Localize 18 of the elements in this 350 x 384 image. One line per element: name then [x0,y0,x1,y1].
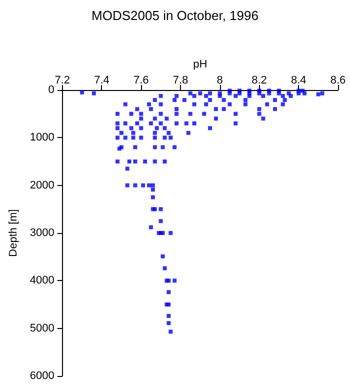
y-tick-label: 1000 [30,132,54,144]
x-tick-label: 8.4 [290,74,306,86]
y-tick-label: 5000 [30,322,54,334]
y-tick-label: 2000 [30,179,54,192]
x-tick-label: 7.8 [172,74,188,86]
x-tick-label: 8.2 [252,74,267,86]
chart-title: MODS2005 in October, 1996 [92,8,258,23]
y-tick-label: 4000 [30,274,54,287]
x-tick-label: 7.2 [54,74,70,86]
x-tick-label: 7.4 [94,74,110,86]
y-axis-title: Depth [m] [8,209,20,257]
y-tick-label: 0 [48,84,54,96]
x-tick-label: 8.6 [330,74,346,86]
y-tick-label: 6000 [30,370,54,382]
y-tick-label: 3000 [30,227,54,239]
x-tick-label: 7.6 [133,74,149,86]
x-axis-title: pH [193,58,208,70]
x-tick-label: 8 [216,74,223,86]
